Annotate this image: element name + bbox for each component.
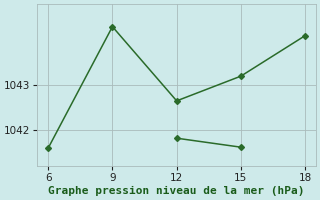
X-axis label: Graphe pression niveau de la mer (hPa): Graphe pression niveau de la mer (hPa) (48, 186, 305, 196)
